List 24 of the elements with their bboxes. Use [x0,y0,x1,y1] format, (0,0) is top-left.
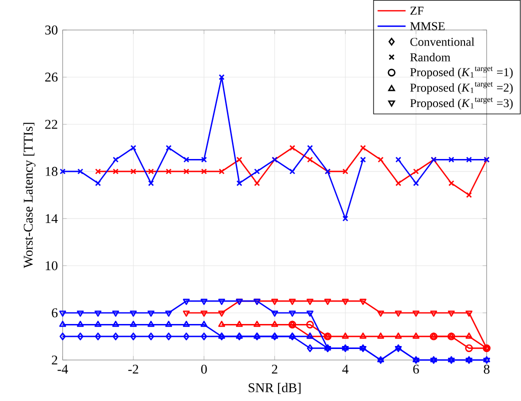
y-tick-label: 6 [52,308,58,318]
y-tick-label: 10 [46,261,58,270]
annotation: Proposed (K$_{1}$$^{target}$ =1) [410,66,513,79]
x-tick-label: 8 [484,364,490,374]
annotation: Random [410,52,450,62]
x-tick-label: 0 [201,364,207,374]
y-tick-label: 26 [45,72,58,82]
y-tick-label: 30 [45,26,58,34]
text: ZF [410,6,424,15]
y-tick-label: 14 [46,214,58,223]
annotation: Proposed (K$_{1}$$^{target}$ =2) [410,82,513,94]
y-axis-title: Worst-Case Latency [TTIs] [23,122,36,268]
annotation: MMSE [410,22,445,30]
annotation: Conventional [410,37,474,46]
x-tick-label: -4 [58,364,68,374]
x-tick-label: 6 [413,364,419,374]
y-tick-label: 22 [45,120,58,129]
x-tick-label: 2 [272,364,278,374]
y-tick-label: 18 [46,166,58,176]
x-axis-title: SNR [dB] [248,382,301,394]
y-tick-label: 2 [52,356,58,364]
x-tick-label: 4 [342,364,348,374]
annotation: Proposed (K$_{1}$$^{target}$ =3) [410,97,513,110]
x-tick-label: -2 [128,364,138,374]
